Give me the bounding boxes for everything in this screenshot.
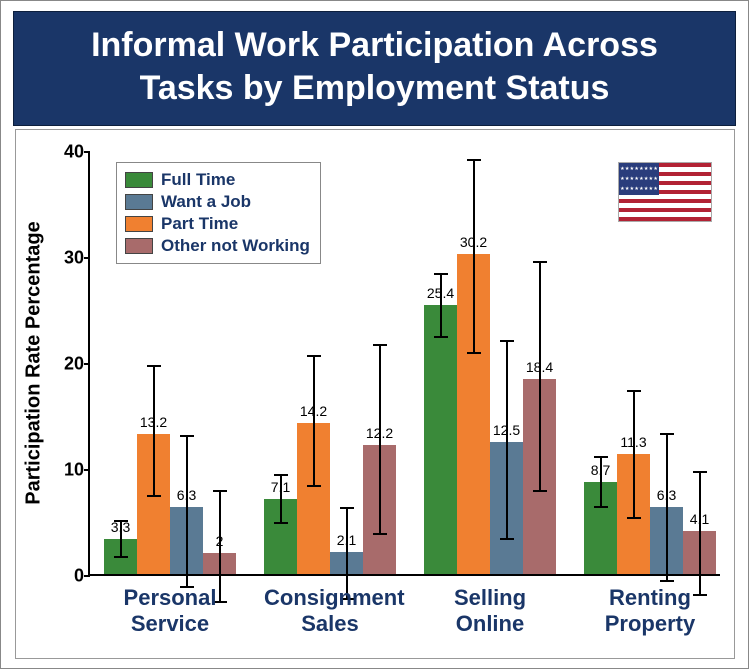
legend-item-other_nw: Other not Working — [125, 235, 310, 257]
x-category-label-renting_property: Renting Property — [584, 585, 716, 636]
error-bar — [539, 262, 541, 491]
error-bar — [120, 521, 122, 557]
error-bar — [699, 472, 701, 595]
y-tick-label: 0 — [50, 566, 84, 587]
error-bar — [280, 475, 282, 523]
legend: Full TimeWant a JobPart TimeOther not Wo… — [116, 162, 321, 264]
y-tick-label: 10 — [50, 460, 84, 481]
legend-label: Full Time — [161, 170, 235, 190]
y-tick-label: 30 — [50, 248, 84, 269]
title-line-1: Informal Work Participation Across — [22, 24, 727, 67]
y-axis-label: Participation Rate Percentage — [23, 221, 46, 504]
error-bar — [506, 341, 508, 539]
legend-label: Want a Job — [161, 192, 251, 212]
error-bar — [186, 436, 188, 587]
legend-swatch — [125, 238, 153, 254]
x-category-label-personal_service: Personal Service — [104, 585, 236, 636]
bar-selling_online-full_time: 25.4 — [424, 305, 457, 574]
error-bar — [473, 160, 475, 353]
y-tick-label: 20 — [50, 354, 84, 375]
y-tick-label: 40 — [50, 142, 84, 163]
title-line-2: Tasks by Employment Status — [22, 67, 727, 110]
error-bar — [600, 457, 602, 507]
legend-label: Other not Working — [161, 236, 310, 256]
legend-item-full_time: Full Time — [125, 169, 310, 191]
us-flag-icon: ★★★★★★★★★★★★★★★★★★★★★★★★ — [618, 162, 712, 222]
legend-swatch — [125, 216, 153, 232]
x-category-label-selling_online: Selling Online — [424, 585, 556, 636]
error-bar — [666, 434, 668, 581]
x-category-label-consignment_sales: Consignment Sales — [264, 585, 396, 636]
error-bar — [313, 356, 315, 486]
title-banner: Informal Work Participation Across Tasks… — [13, 11, 736, 126]
error-bar — [153, 366, 155, 496]
chart-frame: Participation Rate Percentage 0102030403… — [15, 129, 735, 659]
error-bar — [440, 274, 442, 338]
error-bar — [633, 391, 635, 518]
legend-swatch — [125, 172, 153, 188]
legend-item-want_job: Want a Job — [125, 191, 310, 213]
error-bar — [379, 345, 381, 534]
legend-item-part_time: Part Time — [125, 213, 310, 235]
legend-swatch — [125, 194, 153, 210]
legend-label: Part Time — [161, 214, 238, 234]
